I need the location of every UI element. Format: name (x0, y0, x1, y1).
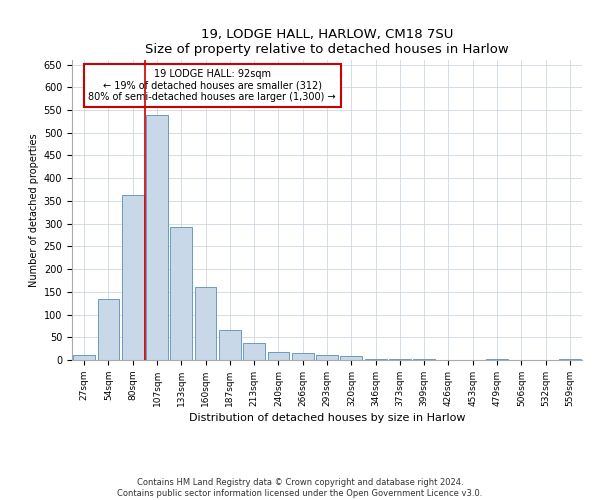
Text: Contains HM Land Registry data © Crown copyright and database right 2024.
Contai: Contains HM Land Registry data © Crown c… (118, 478, 482, 498)
Bar (413, 359, 435, 360)
Bar (486, 358, 508, 360)
Bar (340, 356, 362, 360)
Y-axis label: Number of detached properties: Number of detached properties (29, 133, 40, 287)
Bar (292, 353, 314, 360)
Bar (389, 359, 411, 360)
Bar (559, 358, 581, 360)
Bar (268, 352, 289, 360)
Bar (219, 330, 241, 360)
Text: 19 LODGE HALL: 92sqm
← 19% of detached houses are smaller (312)
80% of semi-deta: 19 LODGE HALL: 92sqm ← 19% of detached h… (88, 69, 336, 102)
Bar (97, 298, 119, 360)
Bar (365, 358, 386, 360)
Bar (316, 356, 338, 360)
Bar (243, 342, 265, 360)
Bar (170, 228, 192, 360)
Title: 19, LODGE HALL, HARLOW, CM18 7SU
Size of property relative to detached houses in: 19, LODGE HALL, HARLOW, CM18 7SU Size of… (145, 28, 509, 56)
Bar (73, 356, 95, 360)
Bar (122, 196, 143, 360)
Bar (146, 116, 168, 360)
X-axis label: Distribution of detached houses by size in Harlow: Distribution of detached houses by size … (189, 413, 465, 423)
Bar (194, 288, 217, 360)
